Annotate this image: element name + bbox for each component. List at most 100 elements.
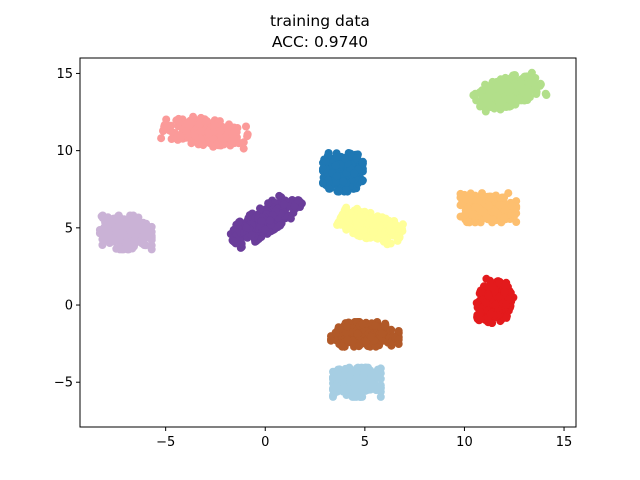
data-point — [495, 99, 504, 107]
data-points — [95, 68, 551, 401]
data-point — [340, 383, 348, 392]
data-point — [126, 227, 135, 236]
data-point — [491, 300, 500, 309]
data-point — [464, 204, 473, 213]
data-point — [123, 218, 132, 227]
cluster-5 — [456, 189, 521, 227]
data-point — [377, 329, 386, 338]
data-point — [242, 122, 250, 131]
data-point — [348, 392, 357, 401]
data-point — [115, 245, 124, 254]
data-point — [234, 218, 243, 227]
data-point — [122, 238, 131, 247]
data-point — [116, 214, 125, 223]
data-point — [354, 342, 363, 351]
data-point — [166, 121, 175, 130]
data-point — [512, 81, 521, 90]
data-point — [379, 237, 388, 246]
data-point — [481, 298, 490, 307]
x-tick-label: 0 — [261, 435, 269, 450]
data-point — [471, 203, 480, 212]
cluster-6 — [95, 211, 156, 254]
data-point — [239, 144, 248, 153]
data-point — [542, 91, 551, 99]
data-point — [354, 231, 363, 240]
data-point — [486, 310, 495, 319]
data-point — [367, 381, 376, 390]
data-point — [387, 227, 396, 236]
data-point — [276, 221, 285, 230]
data-point — [98, 229, 107, 238]
data-point — [358, 177, 367, 186]
data-point — [332, 152, 341, 161]
cluster-8 — [327, 318, 403, 351]
data-point — [331, 328, 340, 337]
data-point — [374, 373, 382, 382]
data-point — [380, 321, 389, 329]
data-point — [527, 68, 536, 77]
data-point — [352, 154, 361, 163]
data-point — [483, 98, 492, 107]
data-point — [129, 211, 138, 220]
data-point — [510, 210, 519, 219]
y-tick-label: 0 — [65, 299, 73, 314]
data-point — [338, 373, 347, 382]
data-point — [378, 213, 387, 222]
data-point — [216, 127, 225, 135]
data-point — [331, 161, 340, 170]
data-point — [367, 332, 375, 341]
y-tick-label: 15 — [56, 67, 73, 82]
data-point — [484, 201, 493, 210]
x-tick-label: −5 — [156, 435, 175, 450]
data-point — [481, 107, 490, 116]
data-point — [371, 342, 380, 351]
data-point — [123, 245, 132, 253]
data-point — [196, 127, 205, 135]
data-point — [140, 241, 149, 250]
data-point — [205, 129, 214, 138]
data-point — [329, 367, 337, 376]
plot-frame — [79, 57, 577, 428]
data-point — [532, 90, 541, 98]
data-point — [500, 288, 509, 296]
data-point — [344, 217, 353, 226]
data-point — [512, 218, 521, 226]
chart-subtitle: ACC: 0.9740 — [271, 33, 369, 51]
data-point — [504, 189, 513, 198]
data-point — [174, 117, 183, 126]
data-point — [497, 85, 506, 94]
data-point — [371, 321, 380, 330]
y-axis: −5 0 5 10 15 — [54, 67, 80, 391]
data-point — [329, 373, 337, 382]
data-point — [387, 341, 396, 350]
data-point — [483, 85, 492, 94]
data-point — [242, 223, 251, 232]
data-point — [484, 291, 493, 300]
data-point — [185, 121, 194, 130]
data-point — [367, 369, 375, 378]
data-point — [528, 78, 537, 87]
data-point — [257, 217, 266, 226]
data-point — [230, 128, 238, 137]
data-point — [358, 320, 367, 329]
chart-title: training data — [270, 12, 370, 30]
data-point — [321, 157, 330, 166]
data-point — [280, 200, 289, 209]
data-point — [266, 216, 274, 225]
data-point — [356, 212, 364, 221]
data-point — [261, 225, 270, 234]
data-point — [491, 207, 500, 216]
data-point — [394, 327, 403, 335]
data-point — [189, 112, 198, 121]
y-tick-label: 5 — [65, 221, 73, 236]
data-point — [339, 177, 348, 186]
cluster-1 — [157, 112, 252, 153]
data-point — [324, 149, 333, 157]
data-point — [501, 94, 510, 103]
data-point — [106, 219, 115, 228]
data-point — [507, 201, 516, 210]
data-point — [352, 368, 361, 377]
data-point — [358, 157, 367, 166]
